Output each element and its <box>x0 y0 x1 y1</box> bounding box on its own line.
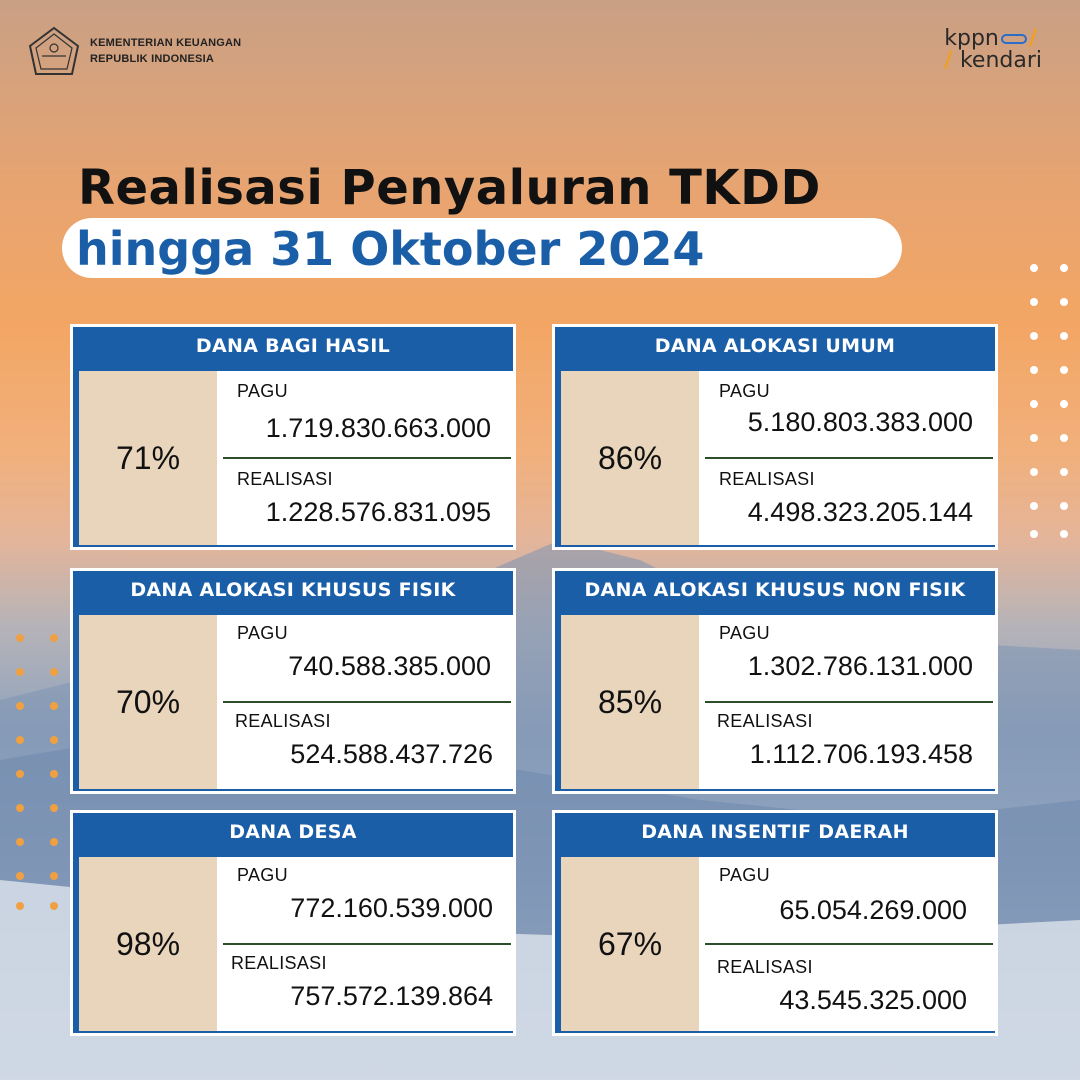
pagu-label: PAGU <box>237 865 288 885</box>
percent-value: 71% <box>79 371 217 545</box>
card-dana-alokasi-khusus-non-fisik: DANA ALOKASI KHUSUS NON FISIK 85% PAGU 1… <box>552 568 998 794</box>
card-body: 70% PAGU 740.588.385.000 REALISASI 524.5… <box>79 615 513 789</box>
realisasi-label: REALISASI <box>237 469 333 489</box>
card-title: DANA ALOKASI UMUM <box>654 335 896 357</box>
realisasi-value: 43.545.325.000 <box>779 985 967 1015</box>
realisasi-label: REALISASI <box>231 953 327 973</box>
percent-value: 85% <box>561 615 699 789</box>
card-title: DANA INSENTIF DAERAH <box>641 821 909 843</box>
brand-slash-icon-2: / <box>944 48 960 73</box>
pagu-label: PAGU <box>237 623 288 643</box>
page-subtitle: hingga 31 Oktober 2024 <box>76 222 705 276</box>
page-title: Realisasi Penyaluran TKDD <box>78 160 821 216</box>
card-dana-bagi-hasil: DANA BAGI HASIL 71% PAGU 1.719.830.663.0… <box>70 324 516 550</box>
percent-value: 67% <box>561 857 699 1031</box>
card-dana-alokasi-khusus-fisik: DANA ALOKASI KHUSUS FISIK 70% PAGU 740.5… <box>70 568 516 794</box>
brand-slash-icon: / <box>1028 26 1037 51</box>
ministry-name-line1: KEMENTERIAN KEUANGAN <box>90 37 242 49</box>
realisasi-value: 1.228.576.831.095 <box>265 497 491 527</box>
card-body: 86% PAGU 5.180.803.383.000 REALISASI 4.4… <box>561 371 995 545</box>
divider <box>223 943 511 945</box>
pagu-value: 1.302.786.131.000 <box>747 651 973 681</box>
kppn-kendari-logo: kppn / / kendari <box>944 28 1042 72</box>
card-dana-alokasi-umum: DANA ALOKASI UMUM 86% PAGU 5.180.803.383… <box>552 324 998 550</box>
pagu-value: 772.160.539.000 <box>290 893 493 923</box>
card-body: 71% PAGU 1.719.830.663.000 REALISASI 1.2… <box>79 371 513 545</box>
realisasi-value: 1.112.706.193.458 <box>749 739 973 769</box>
pagu-label: PAGU <box>719 865 770 885</box>
realisasi-value: 524.588.437.726 <box>290 739 493 769</box>
divider <box>223 457 511 459</box>
card-body: 67% PAGU 65.054.269.000 REALISASI 43.545… <box>561 857 995 1031</box>
card-title: DANA ALOKASI KHUSUS FISIK <box>130 579 456 601</box>
realisasi-value: 757.572.139.864 <box>290 981 493 1011</box>
percent-value: 86% <box>561 371 699 545</box>
card-title: DANA BAGI HASIL <box>195 335 391 357</box>
divider <box>705 943 993 945</box>
brand-line1: kppn <box>944 26 999 51</box>
ministry-emblem-icon <box>28 26 80 75</box>
percent-value: 98% <box>79 857 217 1031</box>
divider <box>223 701 511 703</box>
divider <box>705 457 993 459</box>
realisasi-label: REALISASI <box>717 711 813 731</box>
card-title: DANA ALOKASI KHUSUS NON FISIK <box>584 579 966 601</box>
pagu-value: 1.719.830.663.000 <box>265 413 491 443</box>
card-body: 85% PAGU 1.302.786.131.000 REALISASI 1.1… <box>561 615 995 789</box>
brand-line2: kendari <box>959 48 1042 73</box>
pagu-value: 740.588.385.000 <box>288 651 491 681</box>
pagu-value: 65.054.269.000 <box>779 895 967 925</box>
realisasi-label: REALISASI <box>717 957 813 977</box>
ministry-name-line2: REPUBLIK INDONESIA <box>90 53 214 65</box>
realisasi-label: REALISASI <box>719 469 815 489</box>
subtitle-pill <box>62 218 902 278</box>
pagu-label: PAGU <box>237 381 288 401</box>
realisasi-value: 4.498.323.205.144 <box>747 497 973 527</box>
brand-pill-icon <box>1000 34 1027 44</box>
percent-value: 70% <box>79 615 217 789</box>
realisasi-label: REALISASI <box>235 711 331 731</box>
card-dana-insentif-daerah: DANA INSENTIF DAERAH 67% PAGU 65.054.269… <box>552 810 998 1036</box>
pagu-label: PAGU <box>719 381 770 401</box>
card-dana-desa: DANA DESA 98% PAGU 772.160.539.000 REALI… <box>70 810 516 1036</box>
ministry-header: KEMENTERIAN KEUANGAN REPUBLIK INDONESIA <box>28 26 241 76</box>
divider <box>705 701 993 703</box>
pagu-label: PAGU <box>719 623 770 643</box>
card-title: DANA DESA <box>229 821 357 843</box>
pagu-value: 5.180.803.383.000 <box>747 407 973 437</box>
card-body: 98% PAGU 772.160.539.000 REALISASI 757.5… <box>79 857 513 1031</box>
